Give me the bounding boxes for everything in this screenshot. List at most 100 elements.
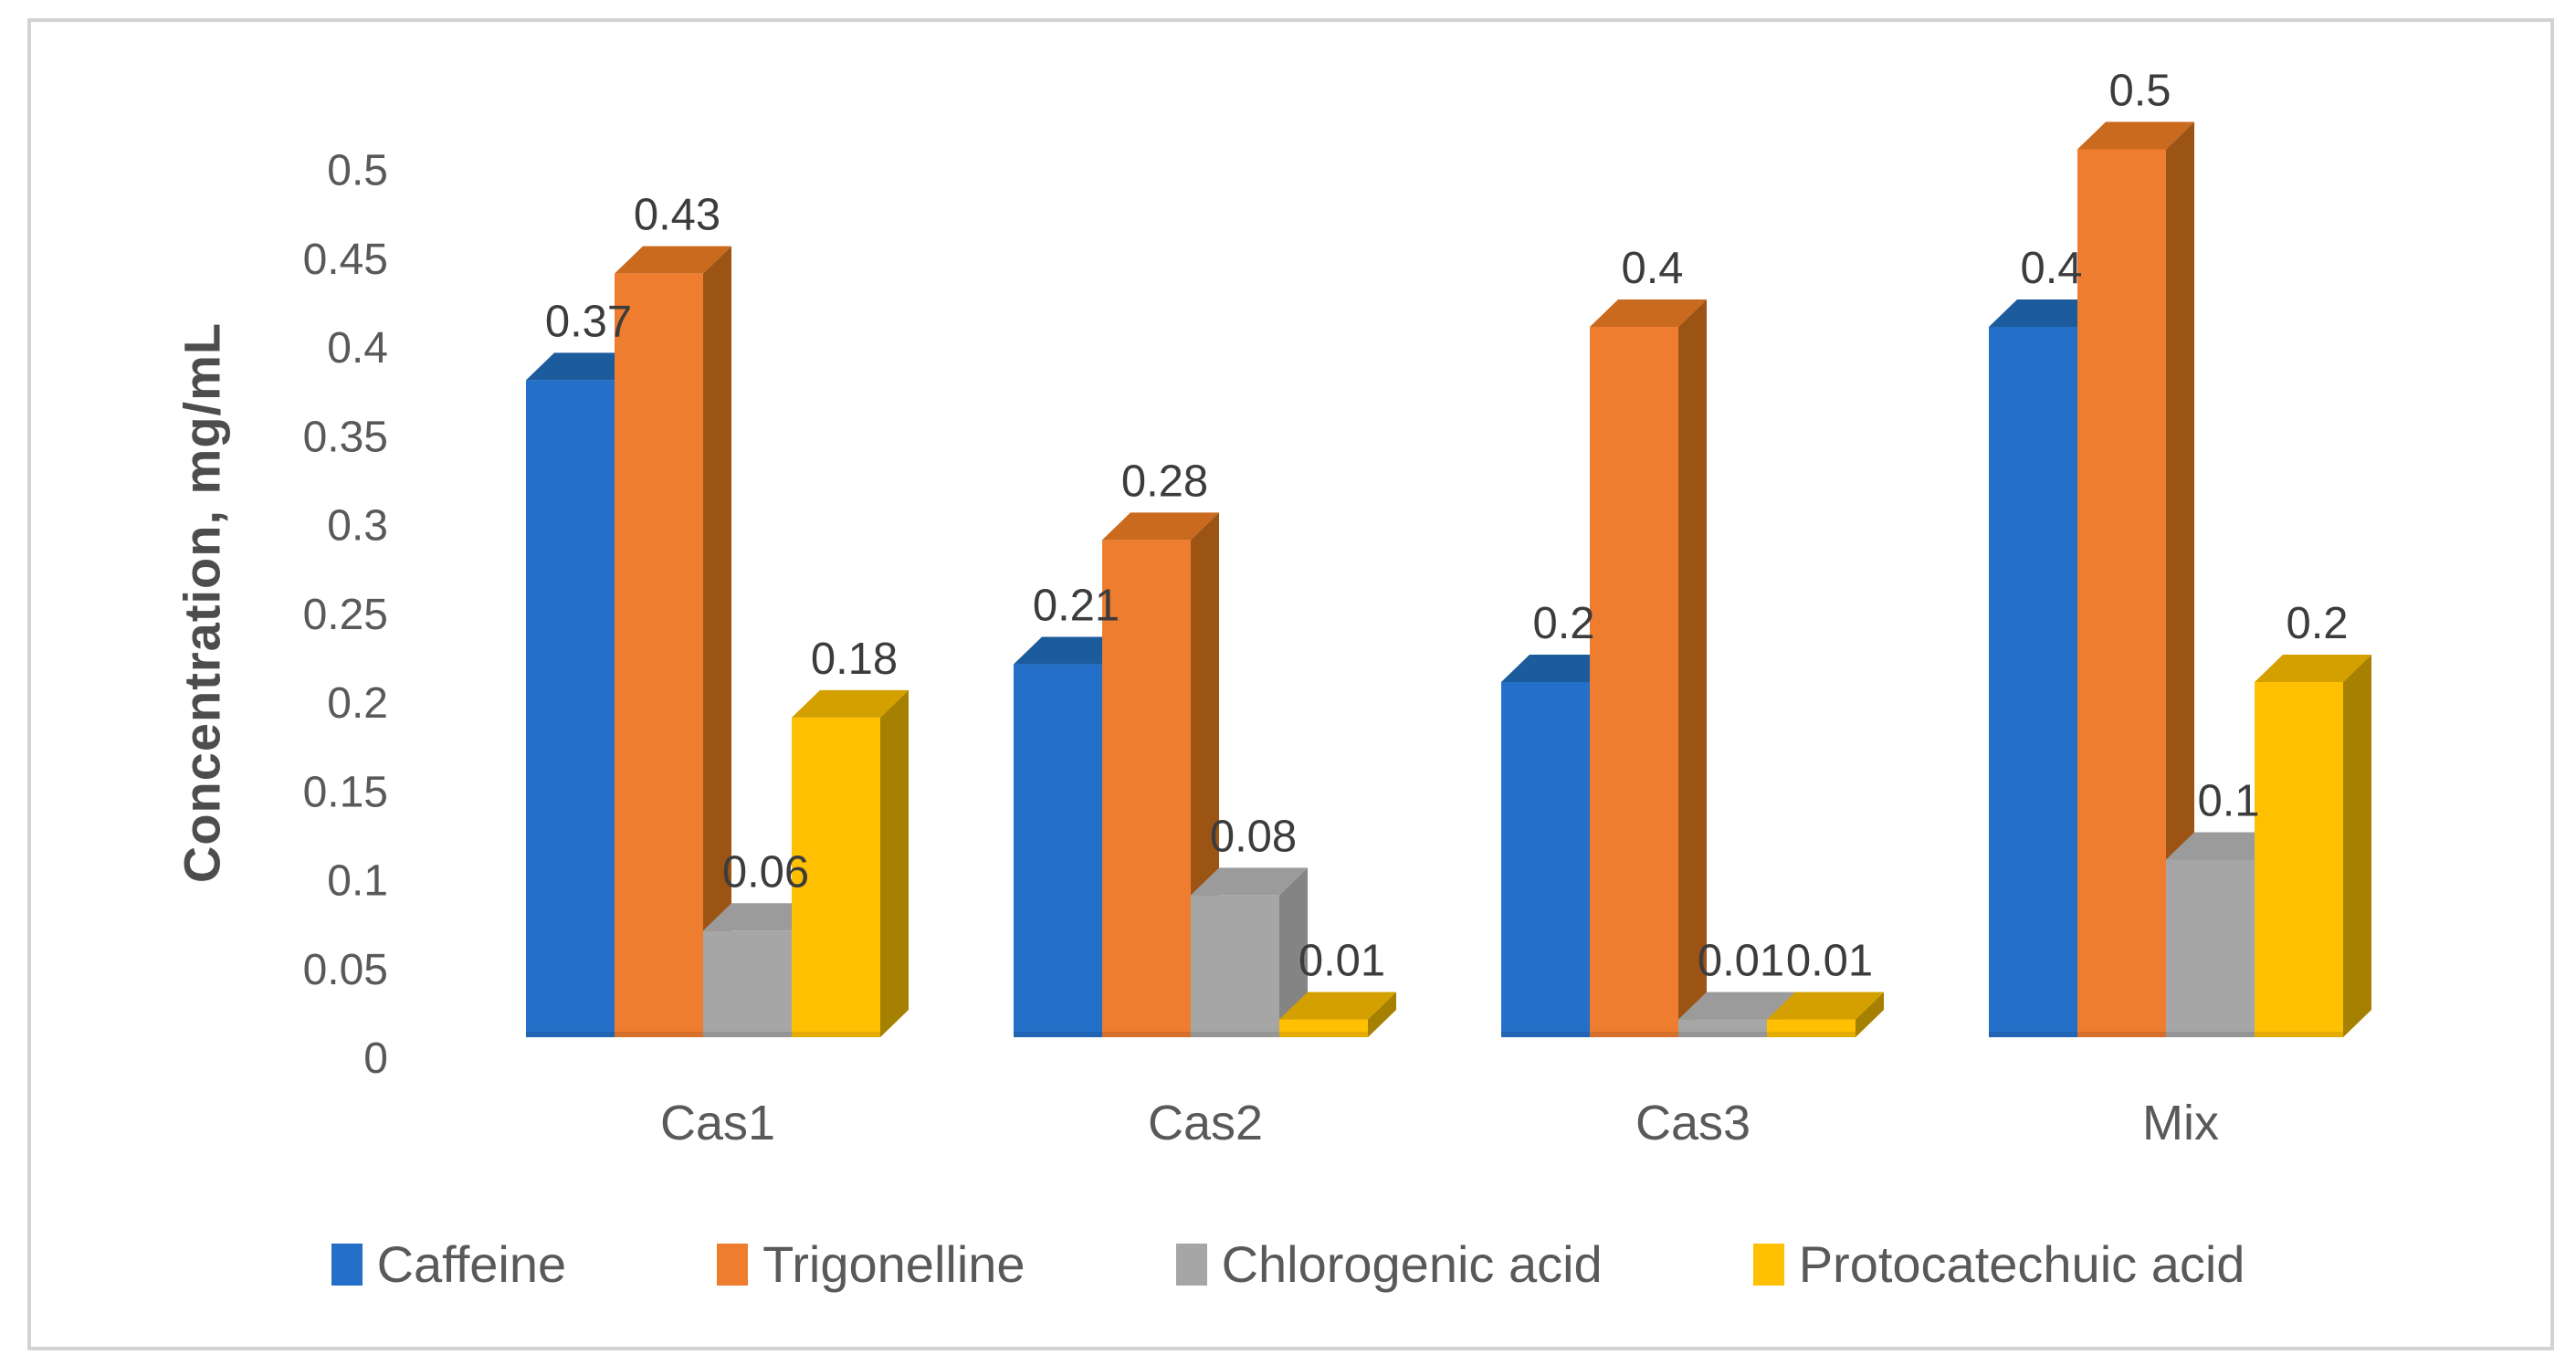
y-tick-label: 0.1	[327, 857, 388, 906]
bar-value-label-caffeine-cas3: 0.2	[1532, 599, 1594, 648]
bar-value-label-protocatechuic-acid-mix: 0.2	[2286, 599, 2348, 648]
bar-floor-shadow	[792, 1032, 880, 1037]
bar-front-face	[615, 273, 703, 1037]
y-tick-label: 0.05	[303, 946, 388, 994]
bar-top-face	[615, 246, 731, 274]
legend-swatch-protocatechuic-acid	[1752, 1243, 1784, 1286]
bar-value-label-trigonelline-cas2: 0.28	[1121, 457, 1208, 506]
bar-front-face	[1191, 895, 1279, 1037]
bar-trigonelline-mix	[2077, 121, 2194, 1037]
bar-value-label-chlorogenic-acid-cas2: 0.08	[1210, 812, 1297, 861]
bar-floor-shadow	[1501, 1032, 1590, 1037]
bar-protocatechuic-acid-cas1	[792, 689, 909, 1037]
bar-value-label-chlorogenic-acid-mix: 0.1	[2197, 777, 2259, 826]
bar-front-face	[2255, 682, 2343, 1037]
bar-floor-shadow	[1678, 1032, 1767, 1037]
bar-side-face	[2166, 121, 2194, 1037]
bar-protocatechuic-acid-cas2	[1279, 992, 1396, 1037]
bar-floor-shadow	[1590, 1032, 1678, 1037]
bar-protocatechuic-acid-mix	[2255, 655, 2371, 1037]
y-tick-label: 0.35	[303, 413, 388, 461]
bar-side-face	[1368, 992, 1396, 1037]
bar-side-face	[1856, 992, 1884, 1037]
bar-front-face	[703, 930, 792, 1037]
bar-value-label-protocatechuic-acid-cas1: 0.18	[811, 635, 898, 684]
bar-value-label-chlorogenic-acid-cas1: 0.06	[722, 847, 809, 897]
bar-front-face	[1501, 682, 1590, 1037]
bar-protocatechuic-acid-cas3	[1767, 992, 1884, 1037]
bar-trigonelline-cas1	[615, 246, 731, 1037]
bar-front-face	[1590, 327, 1678, 1037]
bar-side-face	[1279, 867, 1308, 1037]
bar-front-face	[1767, 1019, 1856, 1037]
bar-value-label-trigonelline-cas3: 0.4	[1621, 244, 1683, 293]
bar-top-face	[1279, 992, 1396, 1020]
y-tick-label: 0	[363, 1034, 388, 1083]
bar-front-face	[526, 380, 615, 1038]
bar-top-face	[1590, 299, 1707, 327]
bar-trigonelline-cas3	[1590, 299, 1707, 1037]
bar-floor-shadow	[703, 1032, 792, 1037]
y-tick-label: 0.25	[303, 591, 388, 639]
bar-floor-shadow	[1102, 1032, 1191, 1037]
bar-side-face	[880, 689, 909, 1037]
bar-floor-shadow	[2077, 1032, 2166, 1037]
bar-value-label-trigonelline-mix: 0.5	[2108, 67, 2171, 116]
bar-value-label-chlorogenic-acid-cas3: 0.01	[1698, 937, 1784, 986]
bar-top-face	[1767, 992, 1884, 1020]
bar-value-label-protocatechuic-acid-cas2: 0.01	[1299, 937, 1385, 986]
bar-side-face	[1678, 299, 1707, 1037]
bar-floor-shadow	[1279, 1032, 1368, 1037]
bar-top-face	[2255, 655, 2371, 682]
legend: Caffeine Trigonelline Chlorogenic acid Prot…	[0, 1234, 2576, 1294]
bar-top-face	[1678, 992, 1795, 1020]
bar-floor-shadow	[2255, 1032, 2343, 1037]
bar-side-face	[2343, 655, 2371, 1037]
bar-floor-shadow	[1014, 1032, 1102, 1037]
bar-front-face	[2077, 149, 2166, 1037]
bar-front-face	[1989, 327, 2077, 1037]
y-tick-label: 0.5	[327, 147, 388, 195]
bar-value-label-protocatechuic-acid-cas3: 0.01	[1786, 937, 1873, 986]
bar-top-face	[1102, 512, 1219, 541]
bar-side-face	[703, 246, 731, 1037]
bar-value-label-caffeine-cas1: 0.37	[545, 297, 632, 346]
bar-chlorogenic-acid-cas2	[1191, 867, 1308, 1037]
legend-label-trigonelline: Trigonelline	[762, 1235, 1025, 1293]
bar-top-face	[703, 903, 820, 931]
bar-front-face	[1102, 540, 1191, 1037]
bar-floor-shadow	[526, 1032, 615, 1037]
y-tick-label: 0.2	[327, 679, 388, 728]
bar-top-face	[1501, 655, 1618, 682]
bar-floor-shadow	[1989, 1032, 2077, 1037]
bar-top-face	[1989, 299, 2106, 327]
legend-swatch-trigonelline	[717, 1243, 749, 1286]
bar-front-face	[1279, 1019, 1368, 1037]
legend-swatch-caffeine	[331, 1243, 363, 1286]
y-tick-label: 0.3	[327, 502, 388, 551]
legend-item-caffeine: Caffeine	[331, 1234, 567, 1294]
y-tick-label: 0.15	[303, 768, 388, 816]
legend-item-protocatechuic-acid: Protocatechuic acid	[1752, 1234, 2245, 1294]
bar-front-face	[1678, 1019, 1767, 1037]
x-category-label-cas2: Cas2	[1148, 1096, 1263, 1150]
bar-front-face	[1014, 664, 1102, 1037]
legend-item-chlorogenic-acid: Chlorogenic acid	[1175, 1234, 1603, 1294]
bar-front-face	[792, 717, 880, 1037]
y-tick-label: 0.4	[327, 324, 388, 373]
bar-top-face	[526, 352, 643, 381]
bar-top-face	[2166, 832, 2283, 860]
bar-value-label-trigonelline-cas1: 0.43	[634, 191, 720, 240]
bar-floor-shadow	[1767, 1032, 1856, 1037]
y-tick-label: 0.45	[303, 236, 388, 284]
bar-value-label-caffeine-cas2: 0.21	[1033, 582, 1120, 631]
legend-label-caffeine: Caffeine	[376, 1235, 567, 1293]
bar-top-face	[1191, 867, 1308, 896]
bar-top-face	[1014, 636, 1130, 665]
bar-top-face	[792, 689, 909, 718]
legend-label-chlorogenic-acid: Chlorogenic acid	[1221, 1235, 1603, 1293]
x-category-label-cas1: Cas1	[660, 1096, 775, 1150]
x-category-label-mix: Mix	[2142, 1096, 2219, 1150]
